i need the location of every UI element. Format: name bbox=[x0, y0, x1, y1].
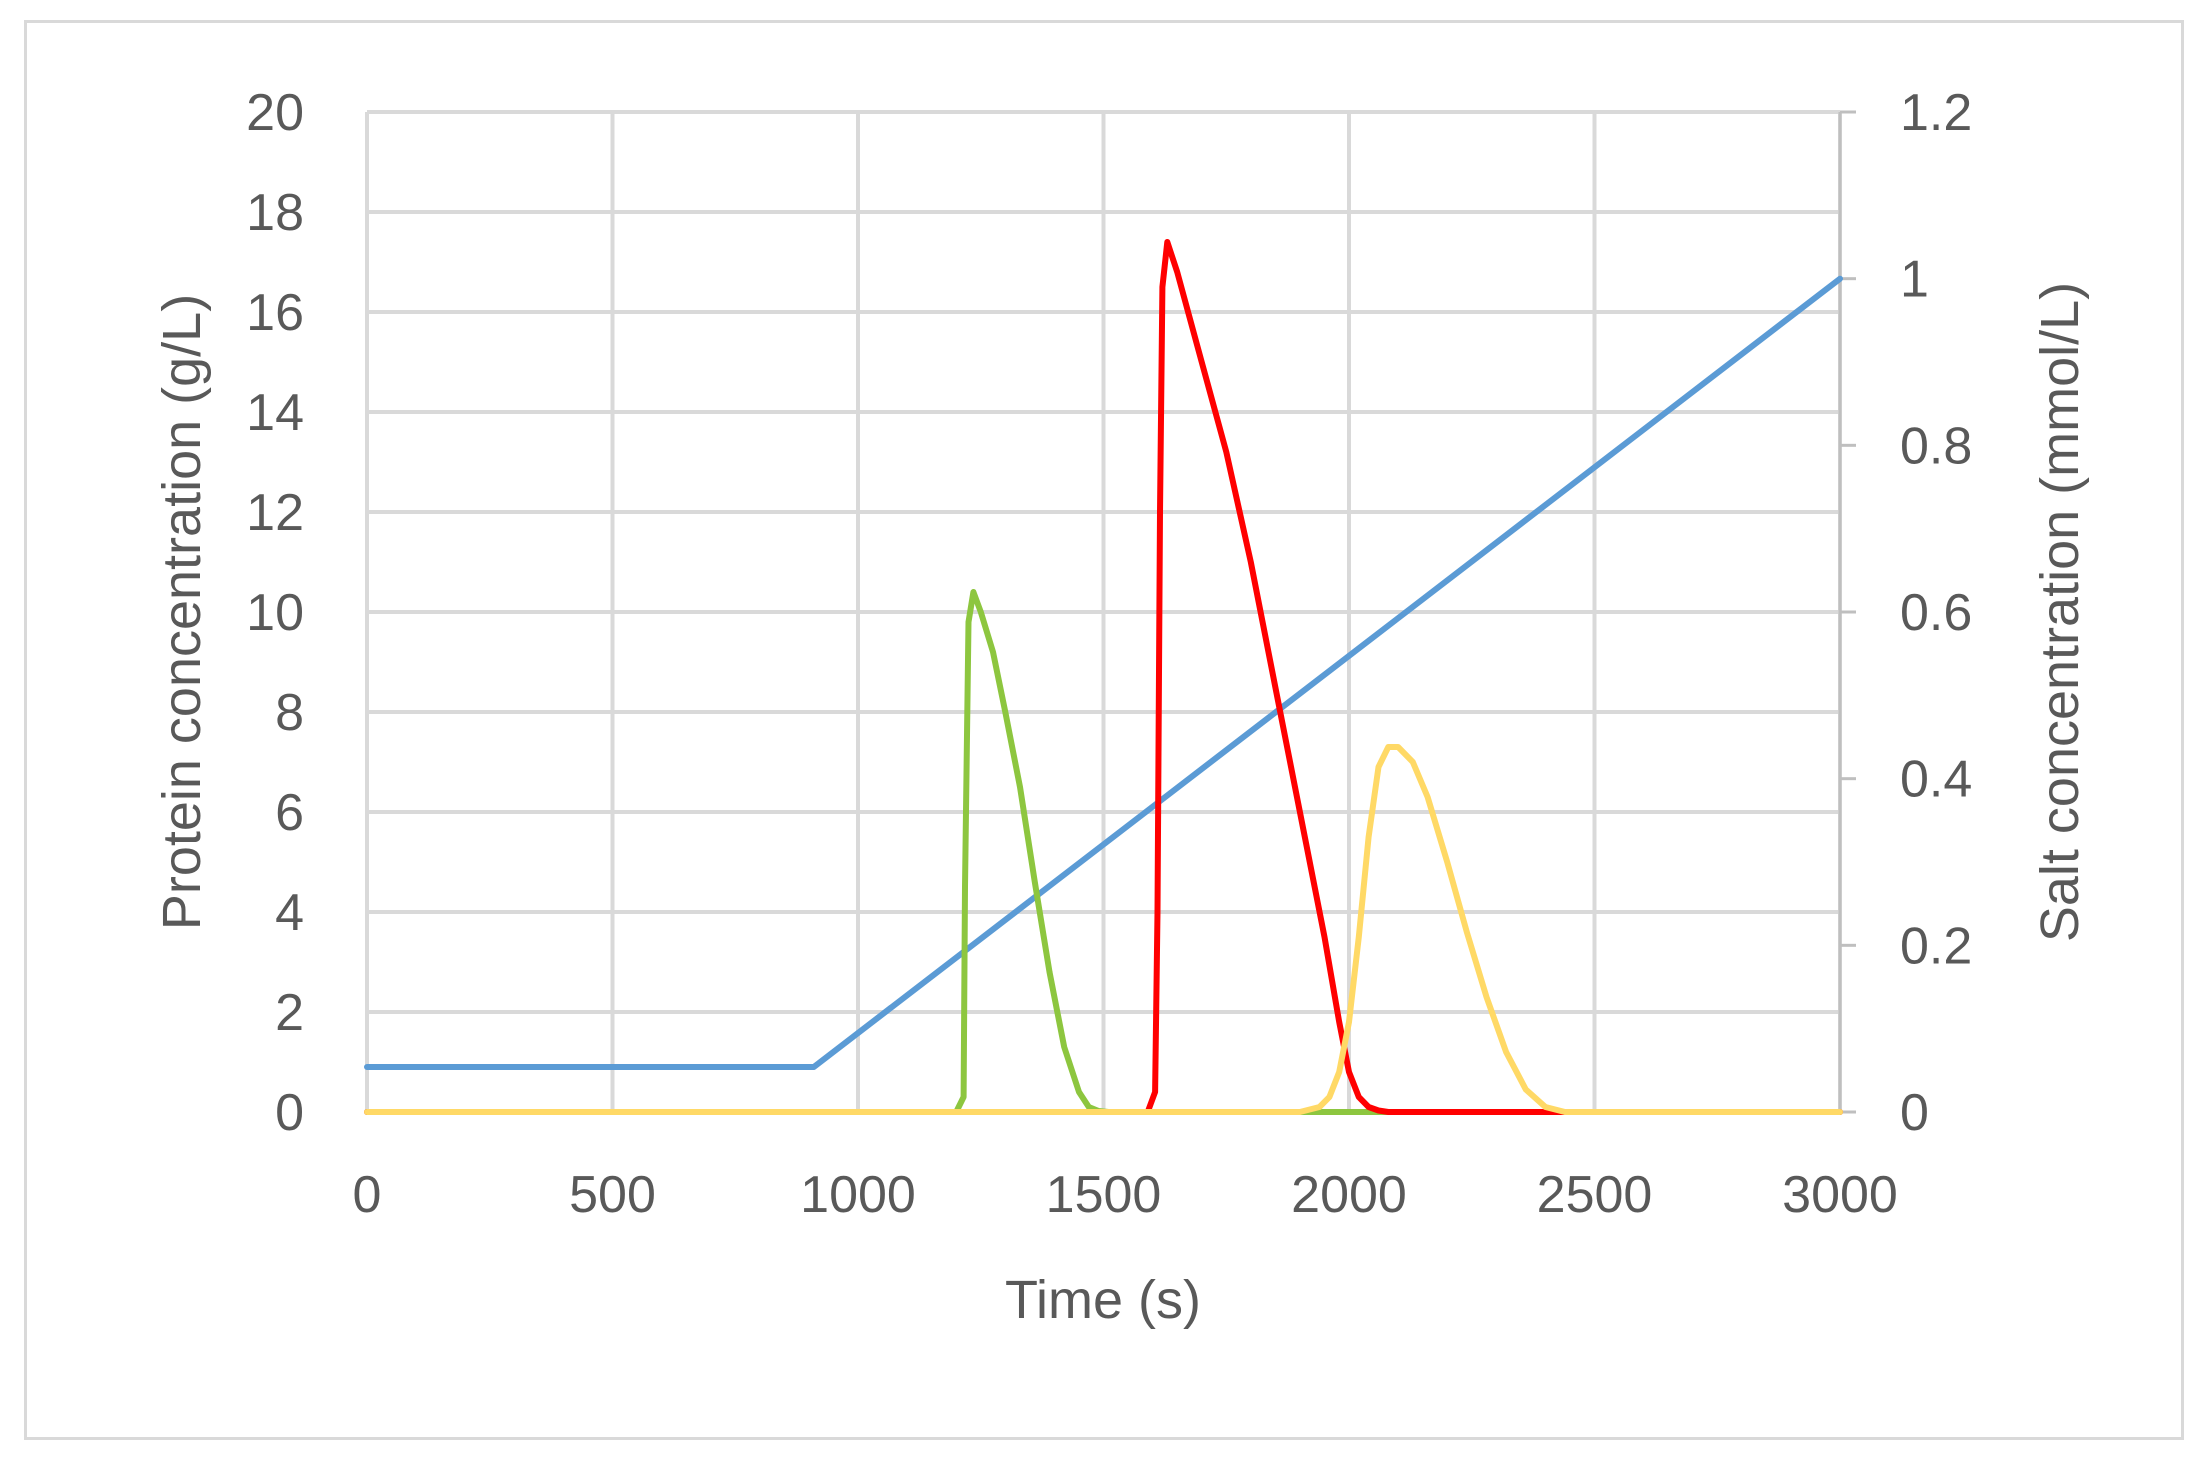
y-tick-label: 20 bbox=[246, 84, 304, 142]
x-tick-label: 1500 bbox=[1046, 1166, 1162, 1224]
y-tick-label: 6 bbox=[275, 784, 304, 842]
y-tick-label: 14 bbox=[246, 384, 304, 442]
x-tick-label: 2000 bbox=[1291, 1166, 1407, 1224]
y-axis-title: Protein concentration (g/L) bbox=[152, 294, 212, 930]
y2-tick-label: 0 bbox=[1900, 1084, 1929, 1142]
y2-tick-label: 1.2 bbox=[1900, 84, 1972, 142]
series-line-1 bbox=[364, 275, 1843, 1070]
tick-labels: 0 500 1000 1500 2000 2500 30000246810121416182… bbox=[246, 84, 1972, 1224]
y-tick-label: 16 bbox=[246, 284, 304, 342]
x-tick-label: 0 bbox=[353, 1166, 382, 1224]
y-tick-label: 10 bbox=[246, 584, 304, 642]
y2-axis-title: Salt concentration (mmol/L) bbox=[2030, 282, 2090, 942]
x-tick-label: 1000 bbox=[800, 1166, 916, 1224]
y2-tick-label: 0.4 bbox=[1900, 751, 1972, 809]
y-tick-label: 12 bbox=[246, 484, 304, 542]
grid bbox=[365, 110, 1842, 1114]
y-tick-label: 18 bbox=[246, 184, 304, 242]
series-line-4 bbox=[364, 744, 1843, 1115]
y2-tick-label: 0.6 bbox=[1900, 584, 1972, 642]
x-tick-label: 500 bbox=[569, 1166, 656, 1224]
y-tick-label: 0 bbox=[275, 1084, 304, 1142]
y2-tick-label: 0.2 bbox=[1900, 917, 1972, 975]
x-tick-label: 2500 bbox=[1537, 1166, 1653, 1224]
y2-tick-label: 1 bbox=[1900, 251, 1929, 309]
y-tick-label: 4 bbox=[275, 884, 304, 942]
series-layer bbox=[364, 239, 1843, 1115]
x-axis-title: Time (s) bbox=[1005, 1270, 1201, 1330]
y2-tick-label: 0.8 bbox=[1900, 417, 1972, 475]
x-tick-label: 3000 bbox=[1782, 1166, 1898, 1224]
y-tick-label: 8 bbox=[275, 684, 304, 742]
series-line-3 bbox=[364, 239, 1843, 1115]
y-tick-label: 2 bbox=[275, 984, 304, 1042]
